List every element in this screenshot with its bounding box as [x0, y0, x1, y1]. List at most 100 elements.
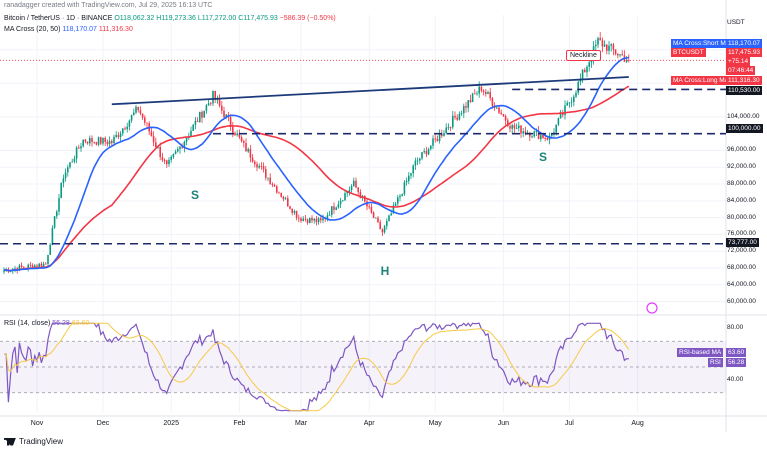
candle-body [31, 265, 34, 269]
candle-body [337, 204, 340, 208]
ma-long-tag-label: MA Cross:Long MA [671, 76, 731, 85]
candle [500, 109, 502, 115]
candle-body [282, 196, 285, 200]
candle [397, 194, 399, 207]
candle-body [150, 131, 153, 137]
candle-body [298, 217, 300, 219]
candle [423, 148, 425, 154]
candle [504, 114, 507, 126]
candle [300, 216, 302, 223]
candle-body [471, 93, 474, 103]
candle [333, 202, 335, 214]
candle-body [504, 115, 507, 121]
candle-body [421, 152, 423, 159]
candle [161, 152, 164, 163]
candle [124, 126, 126, 131]
candle [513, 122, 516, 134]
candle-body [597, 38, 599, 45]
candle-body [302, 218, 304, 221]
candle-body [436, 138, 439, 142]
candle-body [97, 137, 100, 145]
candle-body [287, 198, 289, 207]
candle [465, 102, 467, 113]
candle [256, 161, 258, 172]
ma-short-line [3, 56, 630, 272]
candle [375, 217, 377, 219]
ma-legend[interactable]: MA Cross (20, 50) 118,170.07 111,316.30 [4, 26, 133, 33]
candle [172, 153, 175, 159]
candle-body [73, 158, 76, 162]
candle-body [80, 146, 82, 149]
candle-body [42, 263, 45, 267]
candle-body [27, 264, 29, 269]
candle-body [485, 91, 487, 95]
candle-body [628, 60, 630, 61]
candle [56, 209, 58, 219]
candle [69, 162, 71, 169]
candle [612, 42, 615, 56]
candle-body [139, 110, 142, 114]
candle [205, 104, 208, 114]
candle-body [122, 128, 124, 134]
time-tick-label: Aug [631, 420, 644, 427]
candle [311, 215, 313, 224]
candle-body [531, 136, 533, 138]
time-tick-label: Mar [294, 420, 308, 427]
candle-body [546, 138, 549, 140]
candle-body [443, 133, 445, 136]
symbol-name[interactable]: Bitcoin / TetherUS · 1D · BINANCE [4, 15, 113, 22]
candle [342, 199, 344, 202]
candle-body [381, 229, 384, 233]
candle-body [29, 264, 32, 266]
candle [372, 211, 375, 219]
candle [40, 261, 43, 268]
candle [234, 131, 236, 136]
candle-body [273, 185, 276, 187]
candle [137, 106, 139, 113]
rsi-legend[interactable]: RSI (14, close) 56.28 63.60 [4, 320, 89, 327]
candle-body [234, 132, 236, 136]
neckline-label[interactable]: Neckline [566, 50, 601, 61]
candle-body [251, 157, 254, 162]
candle [306, 218, 309, 225]
candle-body [247, 149, 249, 152]
candle-body [401, 194, 403, 196]
candle [135, 104, 137, 115]
candle [515, 123, 518, 129]
candle-body [64, 172, 67, 179]
candle-body [465, 106, 467, 108]
candle-body [100, 137, 102, 144]
candle-body [207, 103, 210, 106]
candle [405, 177, 408, 186]
candle-body [518, 125, 520, 129]
candle [566, 100, 568, 106]
candle-body [245, 142, 247, 152]
candle [610, 43, 612, 52]
candle-body [460, 113, 463, 115]
candle [71, 158, 73, 163]
candle [599, 31, 601, 41]
candle-body [293, 210, 296, 213]
candle-body [544, 138, 546, 139]
candle [458, 111, 461, 121]
candle [588, 59, 590, 72]
candle [119, 131, 122, 142]
price-tick-label: 68,000.00 [727, 264, 756, 271]
candle [350, 184, 353, 193]
candle [438, 129, 441, 144]
candle-body [489, 92, 491, 99]
candle [27, 263, 29, 272]
ma-indicator-name: MA Cross (20, 50) [4, 26, 61, 33]
tradingview-logo[interactable]: TradingView [4, 437, 63, 446]
candle-body [111, 140, 113, 143]
candle [335, 206, 337, 211]
candle-body [357, 187, 359, 193]
candle-body [166, 160, 168, 165]
lightning-icon [646, 302, 658, 314]
candle-body [403, 182, 406, 195]
candle-body [586, 66, 588, 73]
candle-body [223, 110, 225, 118]
candle [575, 90, 577, 98]
candle-body [368, 206, 370, 208]
